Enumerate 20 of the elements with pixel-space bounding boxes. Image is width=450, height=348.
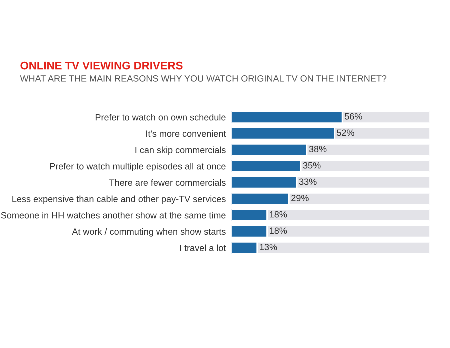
y-tick-label: I travel a lot (180, 244, 226, 252)
y-tick-label: There are fewer commercials (110, 179, 226, 186)
data-label: 18% (270, 228, 288, 234)
chart-subtitle: WHAT ARE THE MAIN REASONS WHY YOU WATCH ORIGINAL TV ON THE INTERNET? (20, 75, 387, 82)
data-label: 56% (344, 113, 362, 120)
y-tick-label: Prefer to watch multiple episodes all at once (50, 163, 226, 172)
y-tick-label: Prefer to watch on own schedule (96, 114, 226, 121)
data-label: 13% (260, 244, 278, 250)
data-label: 38% (309, 146, 327, 152)
data-label: 52% (337, 130, 354, 136)
data-label: 35% (303, 162, 321, 169)
y-tick-label: Someone in HH watches another show at the same time (1, 212, 226, 219)
y-tick-label: I can skip commercials (136, 146, 226, 156)
y-tick-label: Less expensive than cable and other pay-TV services (12, 196, 226, 204)
y-tick-label: It's more convenient (146, 130, 226, 138)
data-label: 18% (270, 211, 288, 218)
text: ONLINE TV VIEWING DRIVERS (20, 62, 183, 70)
data-label: 33% (299, 178, 317, 186)
y-tick-label: At work / commuting when show starts (72, 228, 226, 237)
data-label: 29% (292, 195, 309, 202)
